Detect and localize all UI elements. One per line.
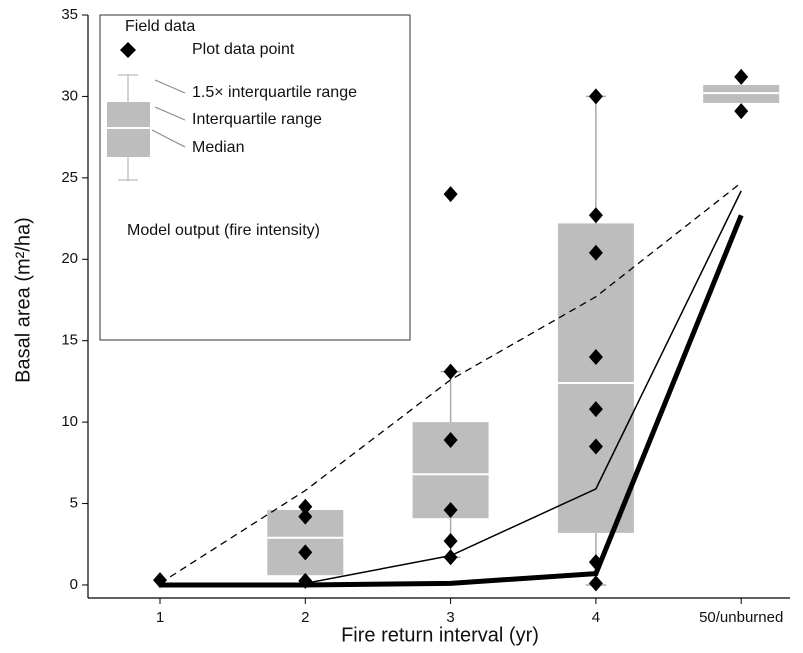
y-tick-label: 30 [61, 87, 78, 104]
box [557, 223, 634, 533]
data-point [588, 554, 603, 571]
x-tick-label: 50/unburned [699, 609, 783, 626]
x-tick-label: 3 [446, 609, 454, 626]
data-point [588, 88, 603, 105]
legend-frame [99, 14, 411, 341]
y-axis-title: Basal area (m²/ha) [12, 217, 34, 383]
data-point [588, 575, 603, 592]
data-point [588, 207, 603, 224]
legend-point [120, 42, 136, 58]
y-tick-label: 25 [61, 169, 78, 186]
data-point [588, 244, 603, 261]
y-tick-label: 5 [70, 495, 78, 512]
data-point [443, 432, 458, 449]
leader [154, 79, 186, 94]
y-tick-label: 35 [61, 6, 78, 23]
data-point [443, 533, 458, 550]
data-point [443, 502, 458, 519]
legend-label: 1.5× interquartile range [192, 84, 357, 101]
data-point [734, 103, 749, 120]
data-point [588, 401, 603, 418]
data-point [734, 68, 749, 85]
legend-title: Model output (fire intensity) [127, 222, 320, 239]
y-tick-label: 15 [61, 332, 78, 349]
x-tick-label: 1 [156, 609, 164, 626]
data-point [298, 508, 313, 525]
y-tick-label: 20 [61, 250, 78, 267]
data-point [443, 186, 458, 203]
data-point [443, 549, 458, 566]
data-point [298, 572, 313, 589]
x-tick-label: 4 [592, 609, 600, 626]
y-tick-label: 10 [61, 413, 78, 430]
leader [154, 106, 186, 121]
legend-box [107, 102, 150, 157]
data-point [588, 348, 603, 365]
legend: Field data Plot data point 1.5× interqua… [99, 14, 411, 341]
x-axis-title: Fire return interval (yr) [341, 624, 539, 646]
legend-label: Interquartile range [192, 111, 322, 128]
data-point [298, 498, 313, 515]
x-tick-label: 2 [301, 609, 309, 626]
legend-label: Median [192, 139, 244, 156]
data-point [153, 572, 167, 589]
data-point [588, 438, 603, 455]
series-line [160, 214, 744, 588]
legend-label: Plot data point [192, 41, 295, 58]
y-tick-label: 0 [70, 576, 78, 593]
series-line [159, 182, 742, 584]
data-point [298, 544, 313, 561]
legend-title: Field data [125, 18, 195, 35]
leader [151, 129, 186, 148]
data-point [443, 363, 458, 380]
